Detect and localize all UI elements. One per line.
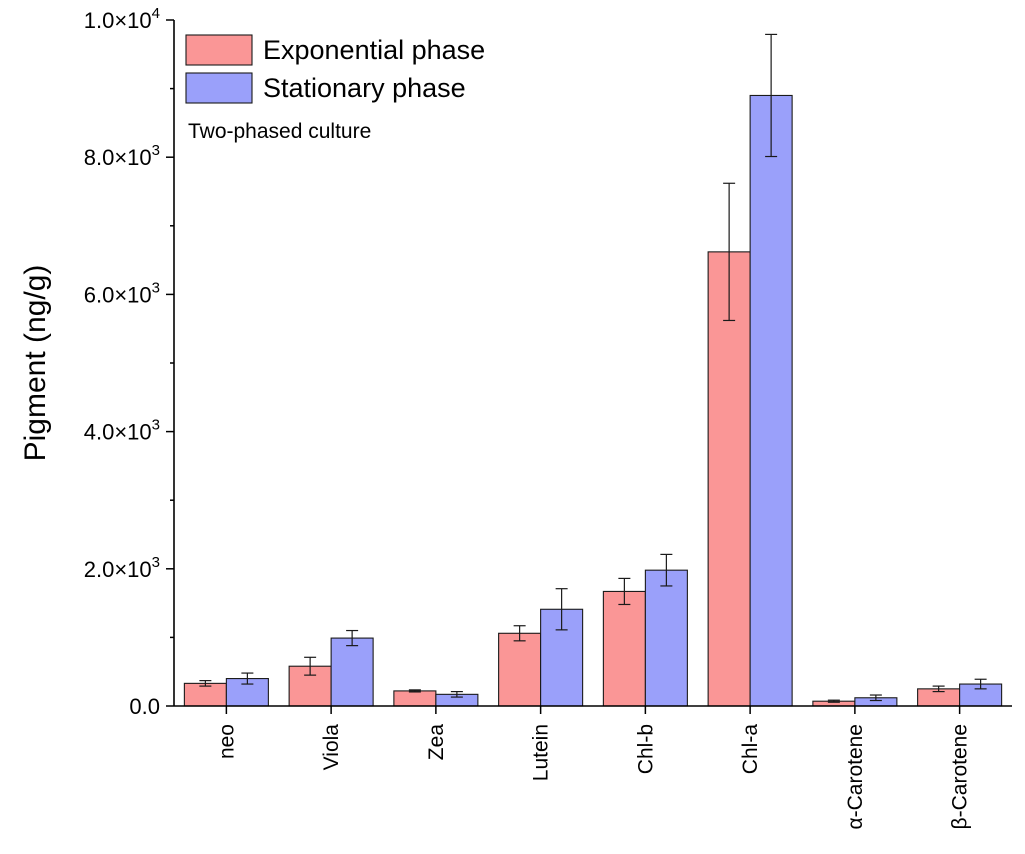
error-bar-exponential-viola [304,656,317,676]
bars-layer [183,94,1003,707]
x-tick-label: Lutein [530,724,553,781]
y-ticks-layer: 0.0 2.0×103 4.0×103 6.0×103 8.0×103 1.0×104 [84,5,174,719]
x-tick-label: Zea [425,724,448,761]
annotation-text: Two-phased culture [188,120,371,143]
y-axis-label: Pigment (ng/g) [19,265,52,462]
y-tick-label: 2.0×103 [84,554,160,582]
y-tick-label: 4.0×103 [84,417,160,445]
error-bar-exponential-neo [199,680,212,687]
error-bar-stationary-chl-a [765,33,778,158]
error-bar-exponential-carotene [827,699,840,703]
y-tick-label: 1.0×104 [84,5,160,33]
y-tick-label: 6.0×103 [84,279,160,307]
bar-exponential-neo [183,682,227,707]
x-tick-label: Viola [320,724,343,771]
x-tick-label: neo [215,724,238,759]
bar-exponential-chl-b [602,590,646,707]
bar-stationary-chl-b [644,569,688,707]
legend-swatch-exponential [185,34,253,66]
y-tick-label: 8.0×103 [84,142,160,170]
error-bar-stationary-neo [241,672,254,685]
legend: Exponential phase Stationary phase [185,34,485,104]
error-bar-stationary-viola [346,629,359,647]
error-bar-exponential-chl-b [618,577,631,606]
error-bar-stationary-lutein [555,588,568,631]
error-bar-stationary-carotene [974,678,987,690]
error-bar-exponential-zea [408,689,421,693]
bar-exponential-lutein [498,632,542,707]
x-tick-label: Chl-a [739,724,762,775]
bar-stationary-chl-a [749,94,793,707]
legend-label-stationary: Stationary phase [263,73,466,103]
error-bars-layer [199,33,987,703]
error-bar-stationary-chl-b [660,553,673,587]
error-bar-exponential-lutein [513,625,526,642]
error-bar-stationary-zea [450,690,463,698]
error-bar-stationary-carotene [869,694,882,702]
x-ticks-layer: neo Viola Zea Lutein Chl-b Chl-a α-Carotene β-C… [215,706,972,830]
x-tick-label: Chl-b [634,724,657,774]
x-tick-label: α-Carotene [844,724,867,830]
legend-swatch-stationary [185,72,253,104]
bar-exponential-zea [393,690,437,707]
error-bar-exponential-carotene [932,685,945,693]
y-tick-label: 0.0 [129,694,160,719]
legend-label-exponential: Exponential phase [263,35,485,65]
bar-stationary-viola [330,637,374,707]
x-tick-label: β-Carotene [949,724,972,829]
error-bar-exponential-chl-a [723,182,736,322]
